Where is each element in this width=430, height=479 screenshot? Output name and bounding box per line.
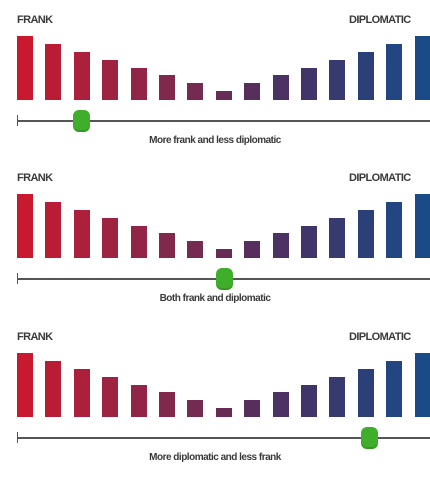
scale-bar-13: [357, 210, 374, 258]
scale-bar-7: [187, 241, 204, 258]
diplomatic-label: DIPLOMATIC: [349, 14, 411, 26]
scale-bar-13: [357, 52, 374, 100]
slider-caption: More diplomatic and less frank: [149, 452, 281, 463]
slider-caption: Both frank and diplomatic: [159, 293, 271, 304]
scale-bar-11: [301, 385, 317, 417]
scale-bar-4: [102, 377, 119, 417]
scale-bar-13: [357, 369, 374, 417]
slider-track-start-tick: [17, 115, 18, 126]
scale-bar-14: [386, 361, 403, 417]
scale-2: FRANK DIPLOMATIC Both frank and diplomat…: [0, 172, 430, 320]
scale-bar-9: [244, 241, 261, 258]
slider-knob[interactable]: [361, 427, 379, 449]
scale-bar-12: [329, 377, 346, 417]
scale-bar-10: [272, 75, 289, 100]
slider-knob[interactable]: [215, 268, 233, 290]
scale-bar-3: [73, 210, 90, 258]
scale-bar-1: [17, 194, 33, 258]
scale-3: FRANK DIPLOMATIC More diplomatic and les…: [0, 331, 430, 479]
scale-bar-2: [45, 361, 62, 417]
frank-label: FRANK: [17, 14, 53, 26]
slider-caption: More frank and less diplomatic: [149, 135, 281, 146]
scale-bar-7: [187, 83, 204, 100]
frank-label: FRANK: [17, 172, 53, 184]
scale-bar-2: [45, 44, 62, 100]
bar-scale: [0, 14, 430, 162]
scale-bar-10: [272, 392, 289, 417]
scale-bar-8: [215, 408, 232, 417]
frank-label: FRANK: [17, 331, 53, 343]
scale-bar-5: [130, 385, 147, 417]
scale-bar-5: [130, 68, 147, 100]
scale-bar-14: [386, 44, 403, 100]
diplomatic-label: DIPLOMATIC: [349, 172, 411, 184]
scale-bar-8: [215, 91, 232, 100]
slider-track-start-tick: [17, 273, 18, 284]
slider-track[interactable]: [18, 120, 430, 122]
scale-bar-12: [329, 60, 346, 100]
scale-bar-10: [272, 233, 289, 258]
scale-bar-12: [329, 218, 346, 258]
bar-scale: [0, 172, 430, 320]
scale-bar-2: [45, 202, 62, 258]
scale-bar-15: [414, 194, 430, 258]
scale-bar-15: [414, 353, 430, 417]
scale-bar-9: [244, 83, 261, 100]
scale-bar-8: [215, 249, 232, 258]
scale-bar-9: [244, 400, 261, 417]
slider-knob[interactable]: [72, 110, 90, 132]
scale-bar-5: [130, 226, 147, 258]
scale-bar-4: [102, 60, 119, 100]
scale-bar-6: [159, 392, 175, 417]
scale-bar-7: [187, 400, 204, 417]
slider-track-start-tick: [17, 432, 18, 443]
scale-bar-15: [414, 36, 430, 100]
scale-bar-1: [17, 353, 33, 417]
scale-bar-4: [102, 218, 119, 258]
slider-track[interactable]: [18, 437, 430, 439]
scale-bar-3: [73, 52, 90, 100]
scale-bar-14: [386, 202, 403, 258]
diplomatic-label: DIPLOMATIC: [349, 331, 411, 343]
scale-bar-11: [301, 68, 317, 100]
scale-bar-6: [159, 233, 175, 258]
scale-1: FRANK DIPLOMATIC More frank and less dip…: [0, 14, 430, 162]
scale-bar-11: [301, 226, 317, 258]
scale-bar-1: [17, 36, 33, 100]
bar-scale: [0, 331, 430, 479]
scale-bar-6: [159, 75, 175, 100]
scale-bar-3: [73, 369, 90, 417]
